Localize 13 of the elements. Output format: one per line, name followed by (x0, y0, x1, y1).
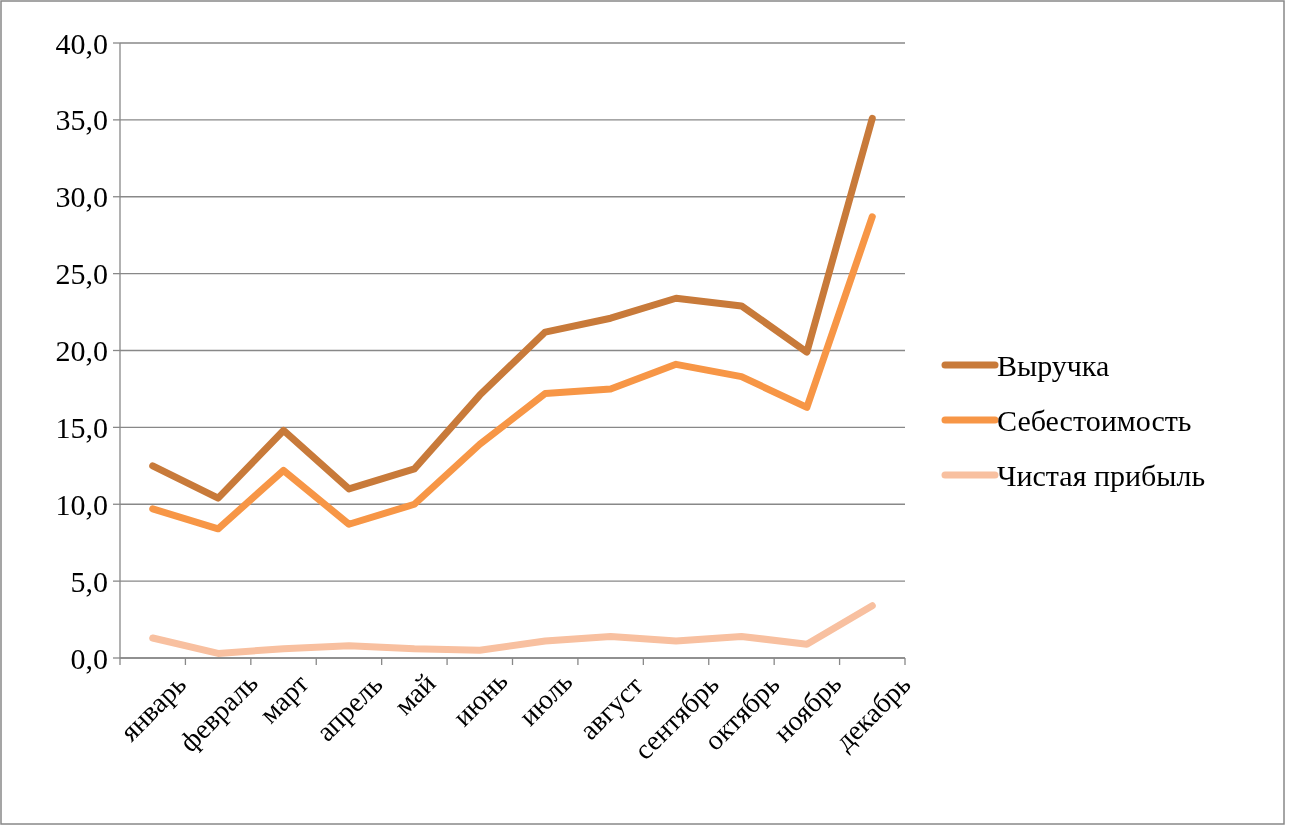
legend-label: Себестоимость (997, 403, 1192, 437)
y-tick-label: 25,0 (55, 257, 108, 291)
legend-label: Выручка (997, 348, 1110, 382)
y-tick-label: 20,0 (55, 334, 108, 367)
y-tick-label: 30,0 (55, 180, 108, 214)
y-tick-label: 5,0 (70, 564, 108, 598)
y-tick-label: 15,0 (55, 410, 108, 444)
y-tick-label: 40,0 (55, 26, 108, 60)
x-tick-label: май (387, 667, 442, 721)
y-tick-label: 35,0 (55, 103, 108, 137)
y-tick-label: 0,0 (70, 641, 108, 675)
y-tick-label: 10,0 (55, 487, 108, 521)
legend-label: Чистая прибыль (997, 458, 1206, 492)
